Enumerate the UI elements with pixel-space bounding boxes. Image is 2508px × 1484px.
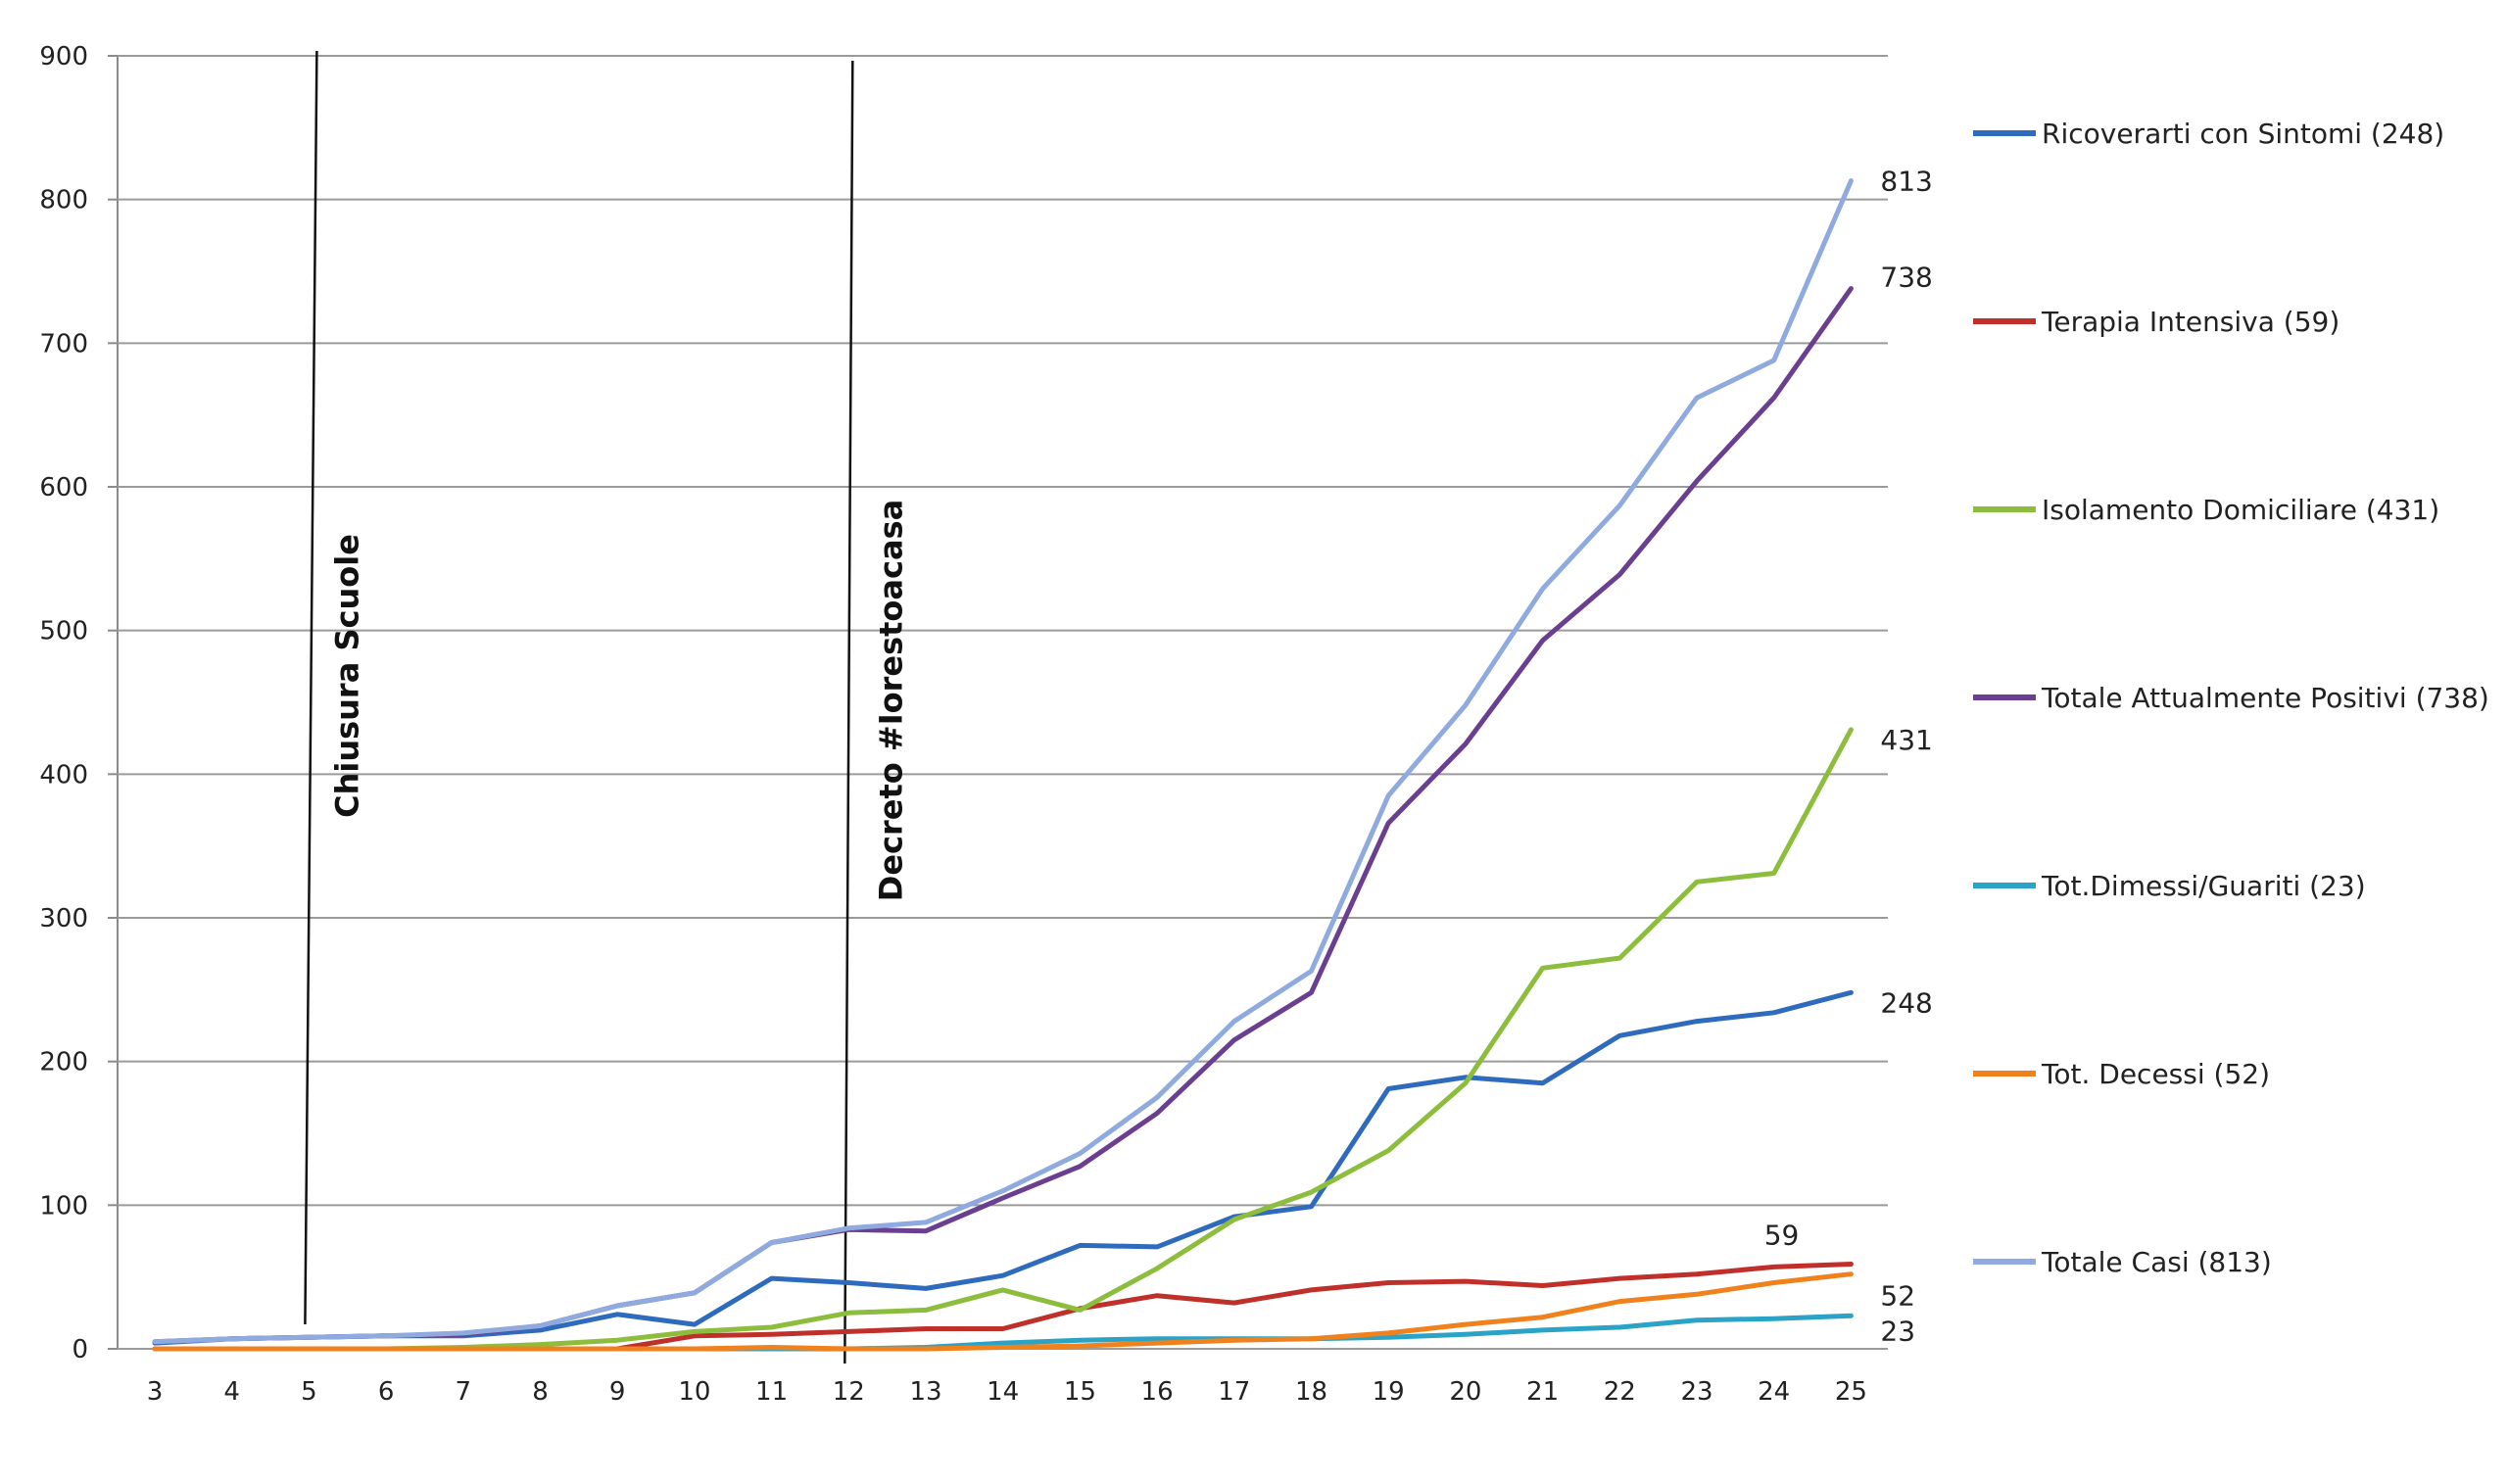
x-tick-label: 12 <box>833 1377 865 1407</box>
legend: Ricoverarti con Sintomi (248) Terapia Int… <box>1973 118 2489 1278</box>
legend-label: Tot.Dimessi/Guariti (23) <box>2041 870 2366 902</box>
x-tick-label: 17 <box>1218 1377 1250 1407</box>
legend-entry: Totale Casi (813) <box>1973 1246 2272 1278</box>
series-line <box>152 286 1854 1345</box>
x-tick-label: 5 <box>301 1377 317 1407</box>
legend-entry: Totale Attualmente Positivi (738) <box>1973 682 2489 714</box>
x-tick-label: 8 <box>532 1377 549 1407</box>
data-label: 813 <box>1880 166 1932 198</box>
x-tick-label: 11 <box>755 1377 788 1407</box>
x-tick-label: 23 <box>1680 1377 1712 1407</box>
data-label: 248 <box>1880 986 1932 1019</box>
legend-label: Isolamento Domiciliare (431) <box>2042 494 2439 526</box>
y-tick-label: 400 <box>39 760 88 790</box>
legend-entry: Tot. Decessi (52) <box>1973 1058 2270 1090</box>
data-label: 23 <box>1880 1315 1915 1347</box>
annotations: Chiusura Scuole Decreto #Iorestoacasa <box>304 50 909 1364</box>
legend-entry: Ricoverarti con Sintomi (248) <box>1973 118 2444 150</box>
y-tick-label: 300 <box>39 904 88 933</box>
x-tick-label: 18 <box>1295 1377 1327 1407</box>
x-tick-label: 10 <box>678 1377 710 1407</box>
y-tick-label: 0 <box>72 1335 88 1364</box>
x-axis: 3 4 5 6 7 8 9 10 11 12 13 14 15 16 17 18 19 20 21 22 23 24 25 <box>147 1377 1867 1407</box>
x-tick-label: 3 <box>147 1377 164 1407</box>
x-tick-label: 16 <box>1141 1377 1174 1407</box>
y-tick-label: 800 <box>39 186 88 215</box>
x-tick-label: 21 <box>1526 1377 1559 1407</box>
series-lines <box>152 178 1854 1352</box>
legend-label: Totale Casi (813) <box>2041 1246 2272 1278</box>
y-tick-label: 900 <box>39 42 88 72</box>
y-tick-label: 200 <box>39 1048 88 1077</box>
y-tick-label: 600 <box>39 473 88 503</box>
y-axis: 0 100 200 300 400 500 600 700 800 900 <box>39 42 118 1364</box>
y-tick-label: 100 <box>39 1191 88 1221</box>
legend-label: Terapia Intensiva (59) <box>2041 306 2339 338</box>
x-tick-label: 24 <box>1758 1377 1790 1407</box>
data-label: 738 <box>1880 262 1932 294</box>
x-tick-label: 19 <box>1373 1377 1405 1407</box>
legend-entry: Tot.Dimessi/Guariti (23) <box>1973 870 2366 902</box>
x-tick-label: 25 <box>1835 1377 1867 1407</box>
y-tick-label: 500 <box>39 617 88 646</box>
legend-entry: Terapia Intensiva (59) <box>1973 306 2339 338</box>
legend-entry: Isolamento Domiciliare (431) <box>1973 494 2439 526</box>
x-tick-label: 13 <box>909 1377 941 1407</box>
series-line <box>152 1271 1854 1352</box>
annotation-label: Decreto #Iorestoacasa <box>872 500 909 901</box>
data-label: 52 <box>1880 1280 1915 1313</box>
annotation-line <box>304 50 318 1325</box>
x-tick-label: 20 <box>1449 1377 1481 1407</box>
x-tick-label: 7 <box>456 1377 472 1407</box>
series-line <box>152 727 1854 1352</box>
series-line <box>152 1313 1854 1352</box>
data-label: 431 <box>1880 724 1932 756</box>
x-tick-label: 6 <box>378 1377 395 1407</box>
annotation-label: Chiusura Scuole <box>328 534 365 818</box>
y-tick-label: 700 <box>39 329 88 359</box>
legend-label: Ricoverarti con Sintomi (248) <box>2042 118 2444 150</box>
data-label: 59 <box>1764 1219 1800 1251</box>
x-tick-label: 22 <box>1604 1377 1636 1407</box>
grid-lines <box>117 55 1888 1350</box>
x-tick-label: 9 <box>609 1377 626 1407</box>
series-line <box>152 178 1854 1345</box>
x-tick-label: 15 <box>1064 1377 1096 1407</box>
legend-label: Tot. Decessi (52) <box>2041 1058 2270 1090</box>
x-tick-label: 14 <box>987 1377 1019 1407</box>
x-tick-label: 4 <box>223 1377 240 1407</box>
legend-label: Totale Attualmente Positivi (738) <box>2041 682 2489 714</box>
annotation-line <box>844 60 854 1364</box>
